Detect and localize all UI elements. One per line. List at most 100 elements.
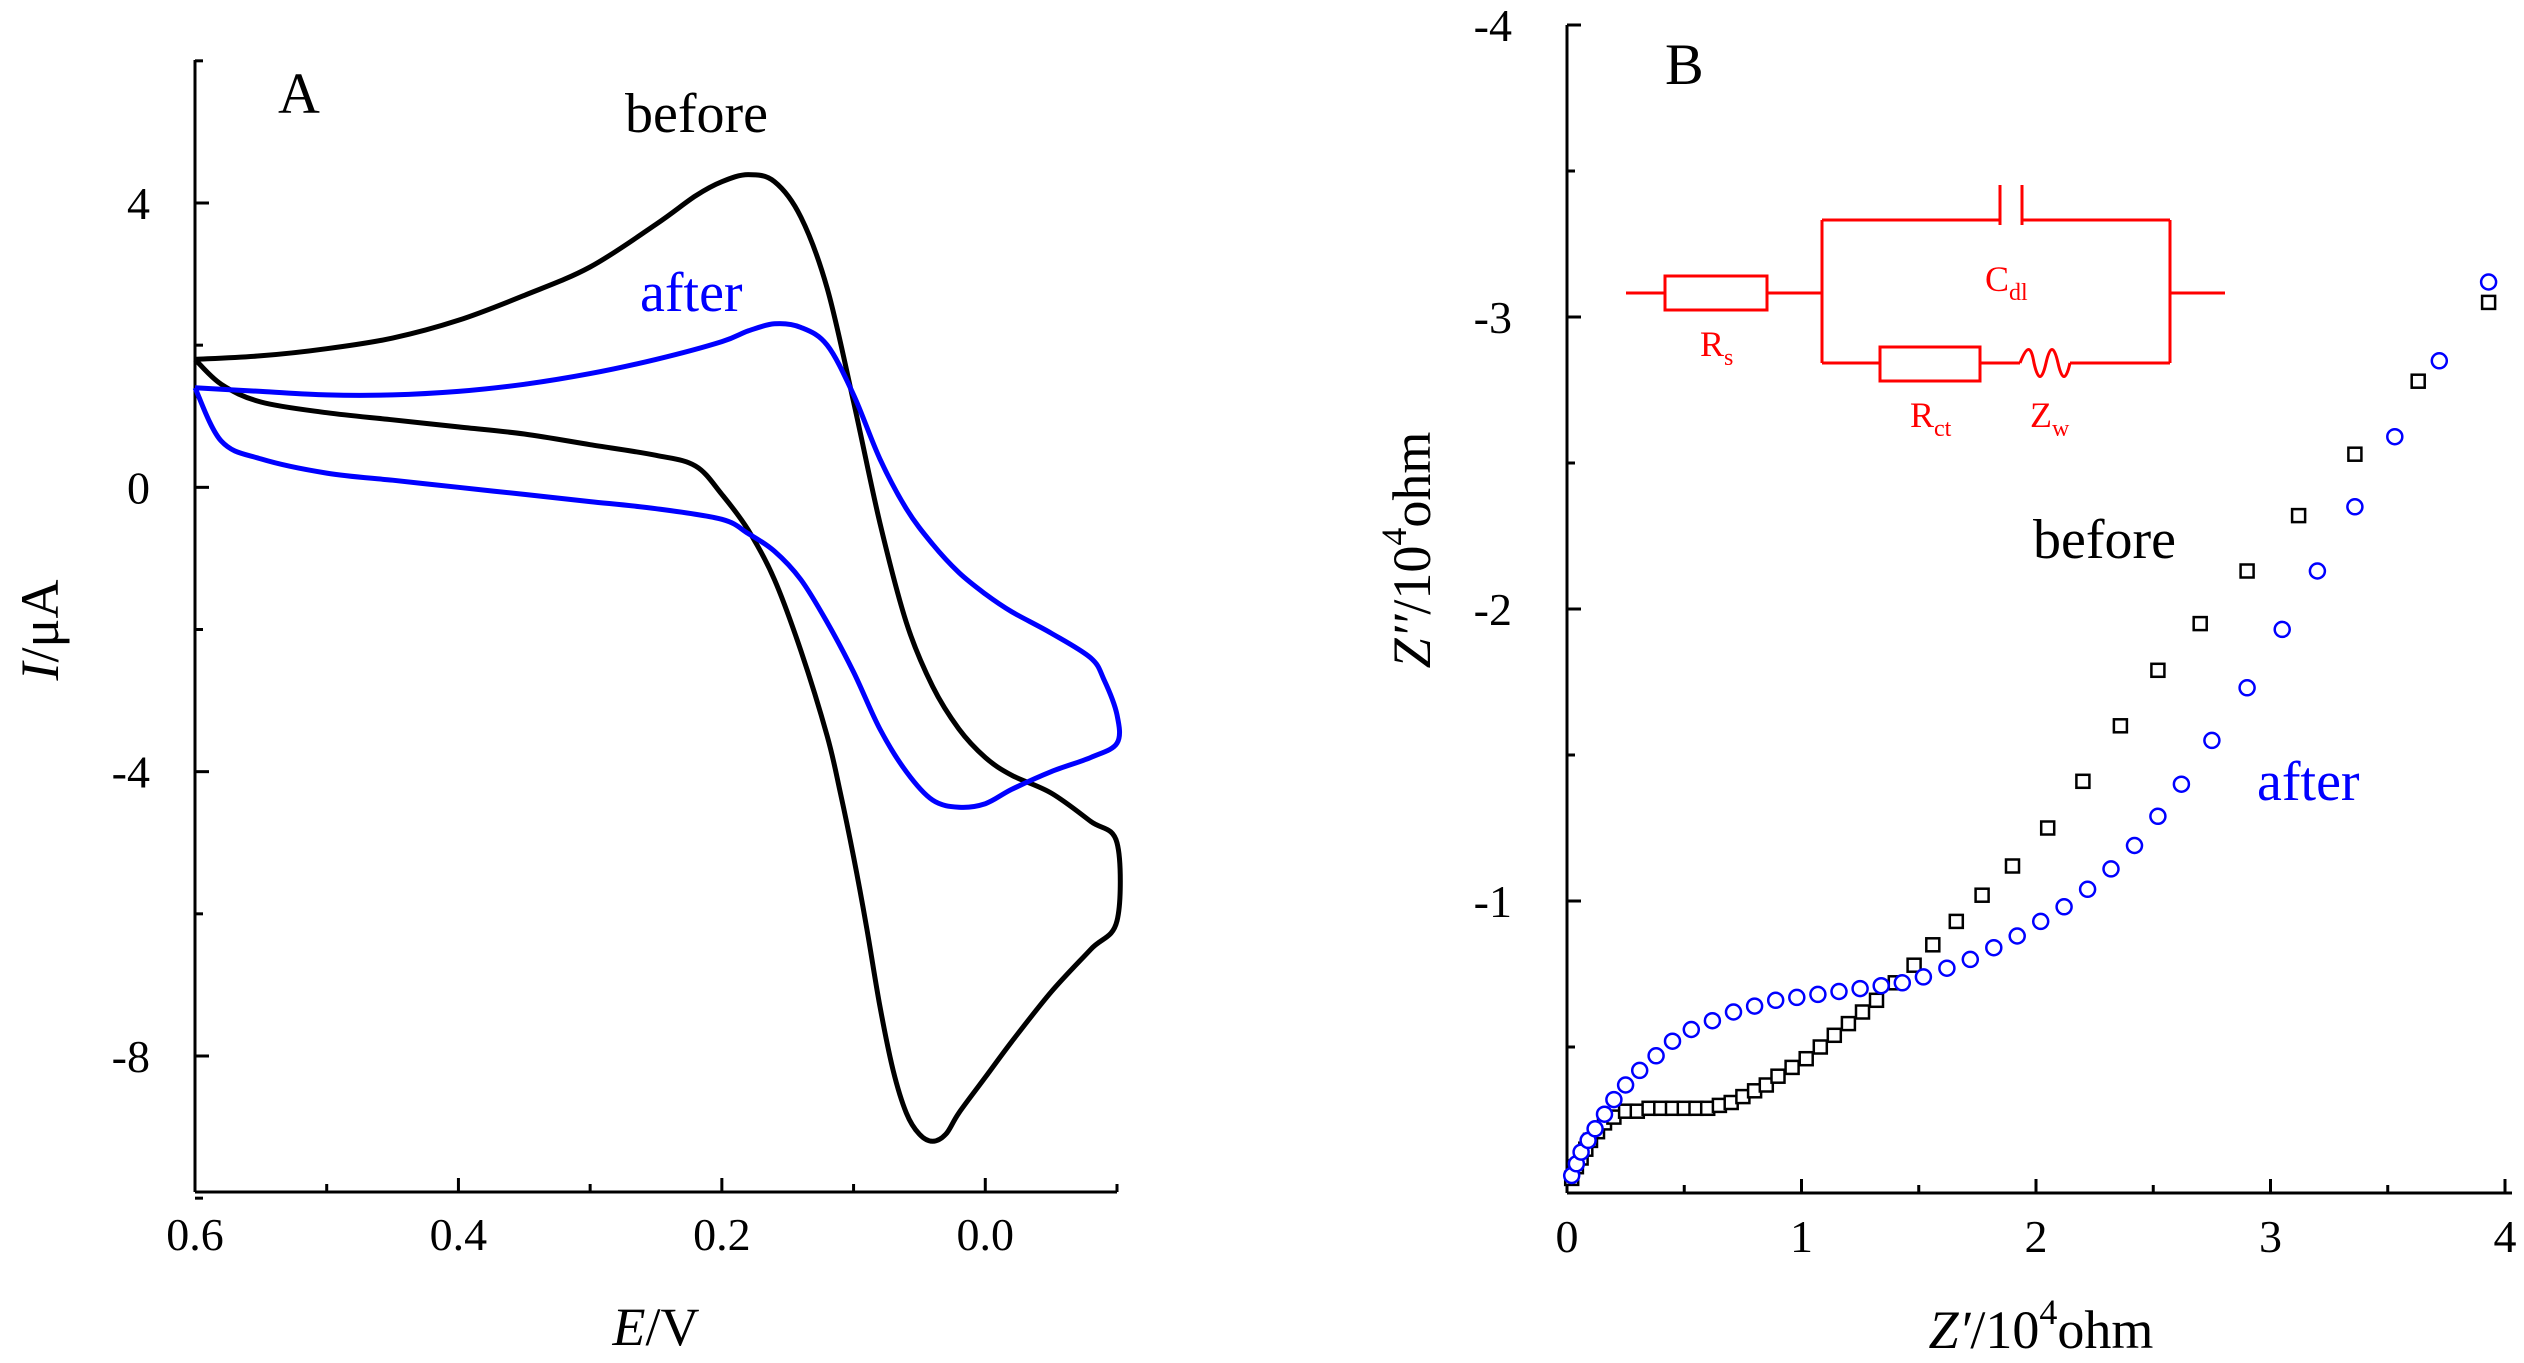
impedance-point-after bbox=[1586, 1120, 1604, 1138]
panel-a-x-tick-label: 0.2 bbox=[693, 1209, 751, 1260]
impedance-point-after bbox=[1985, 938, 2003, 957]
cv-curve-after bbox=[192, 321, 1123, 810]
panel-b-y-axis-title-exp: 4 bbox=[1374, 528, 1414, 546]
impedance-point-after bbox=[2078, 880, 2097, 899]
impedance-point-before bbox=[1770, 1068, 1786, 1084]
impedance-point-after bbox=[1893, 974, 1912, 992]
impedance-point-before bbox=[2150, 662, 2166, 679]
panel-b-y-tick-label: -3 bbox=[1474, 292, 1512, 343]
resistor-rs bbox=[1663, 274, 1769, 312]
panel-b-y-tick-label: -4 bbox=[1474, 0, 1512, 51]
cv-curve-before bbox=[193, 172, 1123, 1144]
impedance-point-after bbox=[1851, 979, 1869, 998]
panel-a: 0.6 0.4 0.2 0.040-4-8 A before after E/V I/… bbox=[10, 59, 1123, 1357]
impedance-point-after bbox=[1938, 959, 1956, 977]
impedance-point-before bbox=[1826, 1027, 1843, 1044]
panel-b-x-tick-label: 3 bbox=[2259, 1211, 2282, 1262]
resistor-rct bbox=[1878, 345, 1982, 383]
impedance-point-after bbox=[2238, 679, 2256, 697]
impedance-point-before bbox=[1948, 913, 1965, 930]
impedance-point-after bbox=[2308, 562, 2327, 580]
impedance-point-after bbox=[2203, 731, 2221, 750]
impedance-point-after bbox=[2055, 898, 2073, 916]
impedance-point-before bbox=[2039, 820, 2056, 836]
panel-b-y-tick-label: -1 bbox=[1474, 876, 1512, 927]
circuit-label-cdl-sub: dl bbox=[2009, 280, 2028, 306]
panel-a-y-tick-label: 4 bbox=[127, 178, 150, 229]
panel-a-y-axis-title-var: I bbox=[10, 659, 70, 681]
impedance-point-after bbox=[1914, 968, 1933, 986]
impedance-point-after bbox=[1647, 1047, 1665, 1065]
impedance-point-before bbox=[1758, 1077, 1775, 1093]
impedance-point-before bbox=[2004, 858, 2021, 874]
circuit-label-cdl: Cdl bbox=[1985, 259, 2028, 306]
impedance-point-after bbox=[2031, 912, 2050, 931]
warburg-zw bbox=[2018, 348, 2072, 378]
panel-a-annotation-before: before bbox=[625, 83, 768, 145]
impedance-point-before bbox=[1868, 992, 1885, 1009]
impedance-point-after bbox=[2149, 807, 2167, 826]
panel-b-annotation-after: after bbox=[2257, 751, 2360, 813]
impedance-point-after bbox=[1616, 1076, 1635, 1094]
panel-a-y-axis-title: I/μA bbox=[10, 580, 70, 682]
panel-b-y-tick-label: -2 bbox=[1474, 584, 1512, 635]
panel-b-y-axis-title-var: Z′′ bbox=[1382, 614, 1442, 669]
impedance-point-before bbox=[2112, 718, 2129, 734]
impedance-point-after bbox=[2125, 836, 2144, 855]
impedance-point-after bbox=[1605, 1090, 1623, 1109]
panel-b-x-tick-label: 0 bbox=[1556, 1211, 1579, 1262]
impedance-point-before bbox=[1812, 1039, 1829, 1055]
circuit-label-rs-sub: s bbox=[1724, 345, 1733, 371]
impedance-point-before bbox=[1925, 937, 1941, 953]
impedance-point-before bbox=[2290, 507, 2307, 524]
impedance-point-after bbox=[2346, 498, 2364, 516]
impedance-point-after bbox=[2273, 620, 2291, 639]
circuit-label-rs: Rs bbox=[1700, 324, 1733, 371]
impedance-point-after bbox=[1745, 997, 1764, 1015]
impedance-point-after bbox=[1809, 985, 1827, 1004]
circuit-label-zw-main: Z bbox=[2030, 395, 2052, 435]
circuit-label-zw-sub: w bbox=[2052, 416, 2070, 442]
impedance-point-after bbox=[1961, 950, 1980, 969]
impedance-point-before bbox=[2192, 615, 2208, 632]
impedance-point-before bbox=[1854, 1004, 1871, 1020]
panel-b-ticks: 0 1 2 3 4 -1 -2 -3 -4 bbox=[1474, 0, 2517, 1262]
circuit-label-zw: Zw bbox=[2030, 395, 2070, 442]
panel-b-y-axis-title-unit: /10 bbox=[1382, 546, 1442, 615]
panel-a-annotation-after: after bbox=[640, 262, 743, 324]
circuit-label-rs-main: R bbox=[1700, 324, 1724, 364]
impedance-point-before bbox=[2347, 446, 2363, 462]
panel-a-x-tick-label: 0.6 bbox=[166, 1209, 224, 1260]
impedance-point-after bbox=[1703, 1011, 1722, 1030]
panel-b-annotation-before: before bbox=[2033, 509, 2176, 571]
panel-b-y-axis-title-tail: ohm bbox=[1382, 432, 1442, 528]
impedance-point-before bbox=[2410, 373, 2426, 389]
impedance-point-after bbox=[1872, 976, 1890, 995]
equivalent-circuit-inset bbox=[1626, 185, 2225, 383]
impedance-point-after bbox=[2430, 352, 2449, 370]
panel-b: 0 1 2 3 4 -1 -2 -3 -4 B before after Z′/104ohm Z… bbox=[1374, 0, 2517, 1360]
impedance-point-after bbox=[1630, 1061, 1649, 1080]
panel-a-label: A bbox=[278, 61, 320, 126]
panel-b-x-tick-label: 2 bbox=[2025, 1211, 2048, 1262]
impedance-point-after bbox=[2102, 860, 2120, 878]
panel-b-x-axis-title-tail: ohm bbox=[2057, 1300, 2153, 1360]
impedance-point-before bbox=[2480, 294, 2497, 311]
panel-a-series bbox=[192, 172, 1123, 1144]
impedance-point-before bbox=[1906, 957, 1922, 973]
panel-a-x-tick-label: 0.4 bbox=[430, 1209, 488, 1260]
impedance-point-before bbox=[1840, 1015, 1857, 1032]
panel-a-y-axis-title-unit: /μA bbox=[10, 580, 70, 663]
impedance-point-after bbox=[1766, 991, 1785, 1010]
panel-b-x-tick-label: 1 bbox=[1790, 1211, 1813, 1262]
panel-b-label: B bbox=[1665, 32, 1704, 97]
impedance-point-after bbox=[1682, 1020, 1701, 1039]
panel-b-x-axis-title-unit: /10 bbox=[1970, 1300, 2039, 1360]
impedance-point-before bbox=[1974, 887, 1990, 903]
impedance-point-after bbox=[2008, 927, 2026, 945]
impedance-point-after bbox=[1724, 1003, 1743, 1021]
impedance-point-before bbox=[2075, 773, 2091, 790]
panel-b-y-axis-title: Z′′/104ohm bbox=[1374, 432, 1442, 669]
panel-a-x-axis-title: E/V bbox=[612, 1297, 700, 1357]
panel-b-x-axis-title: Z′/104ohm bbox=[1929, 1292, 2154, 1360]
